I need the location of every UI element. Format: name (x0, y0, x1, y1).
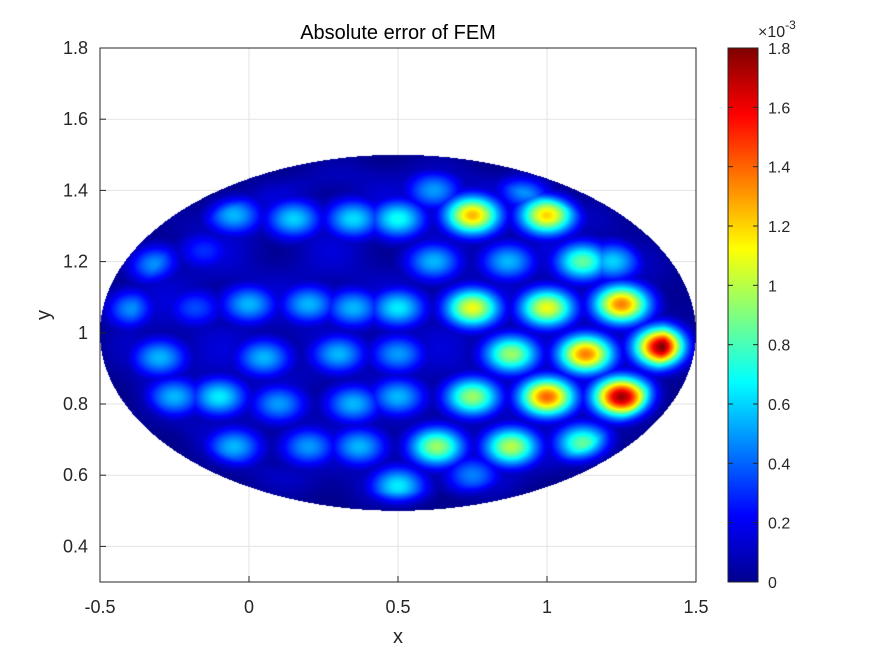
colorbar-tick-label: 1.4 (768, 160, 790, 177)
colorbar-multiplier: ×10-3 (758, 18, 796, 41)
colorbar-tick-label: 1.2 (768, 219, 790, 236)
colorbar-tick-label: 1.8 (768, 41, 790, 58)
x-tick-label: 1 (542, 597, 552, 617)
x-axis: -0.5 0 0.5 1 1.5 (84, 576, 709, 617)
colorbar-tick-label: 0.6 (768, 397, 790, 414)
x-tick-label: 0 (244, 597, 254, 617)
y-axis-label: y (33, 310, 55, 320)
colorbar-tick-label: 0.2 (768, 516, 790, 533)
y-axis: 0.4 0.6 0.8 1 1.2 1.4 1.6 1.8 (63, 38, 106, 556)
colorbar (727, 47, 759, 583)
y-tick-label: 0.4 (63, 536, 88, 556)
y-tick-label: 1.8 (63, 38, 88, 58)
error-heatmap (100, 48, 696, 582)
heatmap-container (100, 48, 696, 582)
y-tick-label: 0.8 (63, 394, 88, 414)
y-tick-label: 1.2 (63, 252, 88, 272)
y-tick-label: 1 (78, 323, 88, 343)
x-tick-label: 1.5 (683, 597, 708, 617)
chart-title: Absolute error of FEM (300, 22, 496, 44)
heatmap-layer (100, 48, 696, 582)
colorbar-tick-label: 1 (768, 278, 777, 295)
y-tick-label: 0.6 (63, 465, 88, 485)
x-tick-label: 0.5 (385, 597, 410, 617)
colorbar-tick-label: 1.6 (768, 100, 790, 117)
y-tick-label: 1.6 (63, 109, 88, 129)
x-tick-label: -0.5 (84, 597, 115, 617)
colorbar-tick-label: 0 (768, 575, 777, 592)
colorbar-tick-label: 0.4 (768, 456, 790, 473)
y-tick-label: 1.4 (63, 180, 88, 200)
x-axis-label: x (393, 626, 403, 648)
colorbar-tick-label: 0.8 (768, 338, 790, 355)
colorbar-ticks: 0 0.2 0.4 0.6 0.8 1 1.2 1.4 1.6 1.8 (728, 41, 790, 592)
